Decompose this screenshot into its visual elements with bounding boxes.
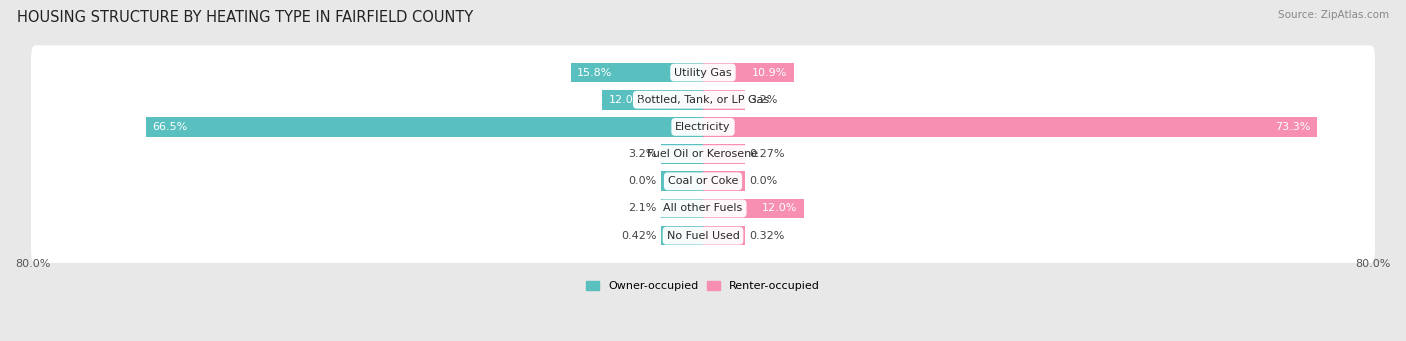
FancyBboxPatch shape [31, 100, 1375, 154]
Text: 3.2%: 3.2% [628, 149, 657, 159]
Text: 10.9%: 10.9% [752, 68, 787, 77]
Text: 73.3%: 73.3% [1275, 122, 1310, 132]
Text: Source: ZipAtlas.com: Source: ZipAtlas.com [1278, 10, 1389, 20]
Bar [703, 90, 745, 109]
Text: 12.0%: 12.0% [609, 95, 644, 105]
Text: Coal or Coke: Coal or Coke [668, 176, 738, 186]
Bar [703, 226, 745, 246]
Text: 3.2%: 3.2% [749, 95, 778, 105]
FancyBboxPatch shape [31, 127, 1375, 181]
Bar [661, 172, 703, 191]
Text: No Fuel Used: No Fuel Used [666, 231, 740, 241]
Text: 2.1%: 2.1% [628, 204, 657, 213]
Bar [703, 199, 804, 218]
Text: 0.27%: 0.27% [749, 149, 785, 159]
FancyBboxPatch shape [31, 45, 1375, 100]
Bar [661, 144, 703, 164]
Text: 0.42%: 0.42% [621, 231, 657, 241]
FancyBboxPatch shape [31, 154, 1375, 208]
Bar [703, 117, 1317, 137]
Text: Bottled, Tank, or LP Gas: Bottled, Tank, or LP Gas [637, 95, 769, 105]
Bar [703, 63, 794, 82]
Bar [703, 172, 745, 191]
Text: 12.0%: 12.0% [762, 204, 797, 213]
FancyBboxPatch shape [31, 73, 1375, 127]
Text: Fuel Oil or Kerosene: Fuel Oil or Kerosene [647, 149, 759, 159]
Bar [602, 90, 703, 109]
Text: Utility Gas: Utility Gas [675, 68, 731, 77]
Text: All other Fuels: All other Fuels [664, 204, 742, 213]
Text: Electricity: Electricity [675, 122, 731, 132]
Text: HOUSING STRUCTURE BY HEATING TYPE IN FAIRFIELD COUNTY: HOUSING STRUCTURE BY HEATING TYPE IN FAI… [17, 10, 474, 25]
Bar [661, 199, 703, 218]
FancyBboxPatch shape [31, 181, 1375, 236]
Legend: Owner-occupied, Renter-occupied: Owner-occupied, Renter-occupied [586, 281, 820, 292]
Text: 0.0%: 0.0% [628, 176, 657, 186]
Text: 0.0%: 0.0% [749, 176, 778, 186]
Bar [571, 63, 703, 82]
Text: 15.8%: 15.8% [578, 68, 613, 77]
Bar [146, 117, 703, 137]
Text: 0.32%: 0.32% [749, 231, 785, 241]
Bar [661, 226, 703, 246]
Bar [703, 144, 745, 164]
FancyBboxPatch shape [31, 208, 1375, 263]
Text: 66.5%: 66.5% [152, 122, 188, 132]
